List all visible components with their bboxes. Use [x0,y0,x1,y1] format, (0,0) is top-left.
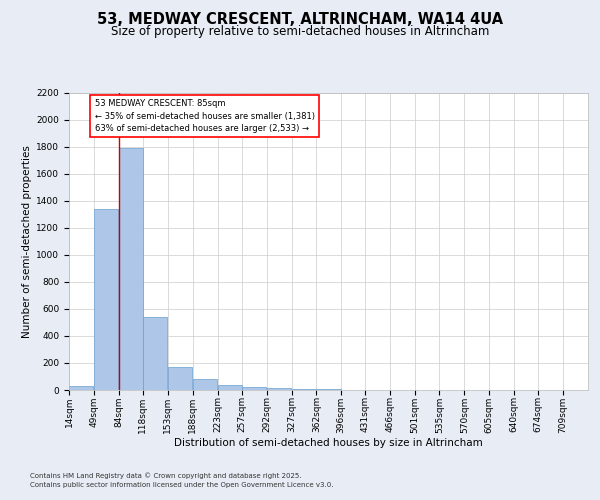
Text: Size of property relative to semi-detached houses in Altrincham: Size of property relative to semi-detach… [111,25,489,38]
Bar [69,386,93,390]
Text: Contains HM Land Registry data © Crown copyright and database right 2025.: Contains HM Land Registry data © Crown c… [30,472,302,479]
Bar [94,209,118,390]
Bar [266,388,291,390]
Bar [168,367,192,390]
X-axis label: Distribution of semi-detached houses by size in Altrincham: Distribution of semi-detached houses by … [174,438,483,448]
Bar [119,148,143,390]
Text: 53 MEDWAY CRESCENT: 85sqm
← 35% of semi-detached houses are smaller (1,381)
63% : 53 MEDWAY CRESCENT: 85sqm ← 35% of semi-… [95,100,314,134]
Bar [193,378,217,390]
Text: 53, MEDWAY CRESCENT, ALTRINCHAM, WA14 4UA: 53, MEDWAY CRESCENT, ALTRINCHAM, WA14 4U… [97,12,503,28]
Bar [292,389,316,390]
Y-axis label: Number of semi-detached properties: Number of semi-detached properties [22,145,32,338]
Text: Contains public sector information licensed under the Open Government Licence v3: Contains public sector information licen… [30,482,334,488]
Bar [218,386,242,390]
Bar [242,386,266,390]
Bar [143,317,167,390]
